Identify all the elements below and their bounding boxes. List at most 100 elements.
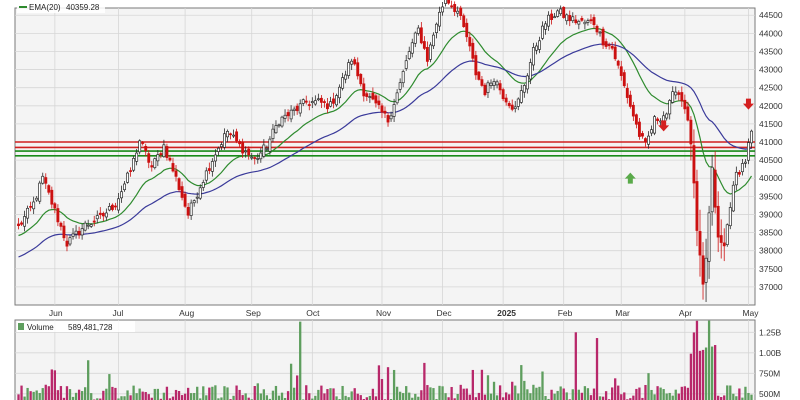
candle-body xyxy=(395,92,399,104)
volume-bar xyxy=(17,394,20,400)
candle-body xyxy=(313,100,317,105)
volume-bar xyxy=(147,394,150,400)
volume-bar xyxy=(495,395,499,400)
volume-bar xyxy=(202,386,205,400)
volume-bar xyxy=(208,387,211,400)
volume-bar xyxy=(604,391,608,400)
volume-bar xyxy=(732,393,735,400)
volume-bar xyxy=(750,394,753,400)
candle-body xyxy=(274,125,278,134)
candle-body xyxy=(371,92,375,100)
candle-body xyxy=(59,222,63,227)
volume-bar xyxy=(577,389,580,400)
candle-body xyxy=(419,27,423,44)
volume-bar xyxy=(489,393,493,400)
candle-body xyxy=(183,193,187,207)
price-legend: EMA(20) 40359.28 xyxy=(17,2,105,13)
volume-legend-label: Volume xyxy=(27,323,54,332)
candle-body xyxy=(701,255,705,285)
volume-bar xyxy=(689,353,693,400)
volume-bar xyxy=(159,398,163,400)
candle-body xyxy=(213,154,217,162)
candle-body xyxy=(531,47,535,66)
volume-bar xyxy=(41,388,44,400)
candles xyxy=(17,0,753,302)
candle-body xyxy=(95,215,99,220)
volume-bar xyxy=(371,388,375,400)
candle-body xyxy=(295,105,299,112)
volume-bar xyxy=(347,397,350,400)
candle-body xyxy=(307,104,311,106)
candle-body xyxy=(144,145,148,152)
candle-body xyxy=(513,106,517,109)
volume-bar xyxy=(68,389,72,400)
volume-bar xyxy=(44,384,47,400)
volume-bar xyxy=(453,398,456,400)
price-tick-label: 43000 xyxy=(759,65,783,75)
volume-bar xyxy=(183,393,187,400)
volume-bar xyxy=(353,388,356,400)
candle-body xyxy=(65,240,69,247)
volume-bar xyxy=(671,395,674,400)
volume-bar xyxy=(214,385,217,400)
candle-body xyxy=(728,207,732,227)
volume-bar xyxy=(117,398,120,400)
candle-body xyxy=(177,178,181,190)
volume-bar xyxy=(692,332,696,400)
x-tick-label: Dec xyxy=(437,308,453,318)
volume-bar xyxy=(50,369,53,400)
volume-bar xyxy=(641,397,644,400)
volume-bar xyxy=(726,385,729,400)
candle-body xyxy=(435,23,438,33)
candle-body xyxy=(304,100,308,103)
volume-bar xyxy=(583,386,587,400)
volume-bar xyxy=(244,393,247,400)
volume-bar xyxy=(186,387,190,400)
volume-bar xyxy=(223,386,226,400)
candle-body xyxy=(253,157,257,159)
volume-bar xyxy=(720,396,723,400)
candle-body xyxy=(62,225,66,239)
candle-body xyxy=(47,185,51,193)
volume-bar xyxy=(62,397,66,400)
candle-body xyxy=(750,130,753,144)
volume-bar xyxy=(99,398,102,400)
price-tick-label: 39000 xyxy=(759,209,783,219)
candle-body xyxy=(656,118,660,121)
price-tick-label: 40500 xyxy=(759,155,783,165)
volume-bar xyxy=(523,380,526,400)
volume-bar xyxy=(220,397,223,400)
candle-body xyxy=(610,46,614,49)
candle-body xyxy=(528,62,532,80)
candle-body xyxy=(117,198,120,211)
candle-body xyxy=(432,34,435,47)
volume-bar xyxy=(659,387,662,400)
volume-bar xyxy=(392,369,396,400)
volume-bar xyxy=(359,395,362,400)
candle-body xyxy=(113,205,117,208)
volume-bar xyxy=(623,392,626,400)
volume-bar xyxy=(283,397,287,400)
volume-bar xyxy=(532,384,535,400)
volume-bar xyxy=(156,388,159,400)
volume-bar xyxy=(226,387,229,400)
candle-body xyxy=(192,200,196,204)
candle-body xyxy=(483,84,487,96)
candle-body xyxy=(525,75,529,90)
candle-body xyxy=(174,170,178,177)
candle-body xyxy=(204,170,208,181)
candle-body xyxy=(207,168,211,171)
candle-body xyxy=(29,205,33,208)
price-tick-label: 38000 xyxy=(759,246,783,256)
candle-body xyxy=(562,6,566,18)
volume-bar xyxy=(311,398,314,400)
volume-bar xyxy=(547,398,550,400)
volume-bar xyxy=(102,390,105,400)
candle-body xyxy=(335,95,338,106)
candle-body xyxy=(147,153,151,163)
volume-bar xyxy=(262,389,265,400)
candle-body xyxy=(474,55,478,76)
candle-body xyxy=(216,147,220,152)
candle-body xyxy=(568,15,572,22)
